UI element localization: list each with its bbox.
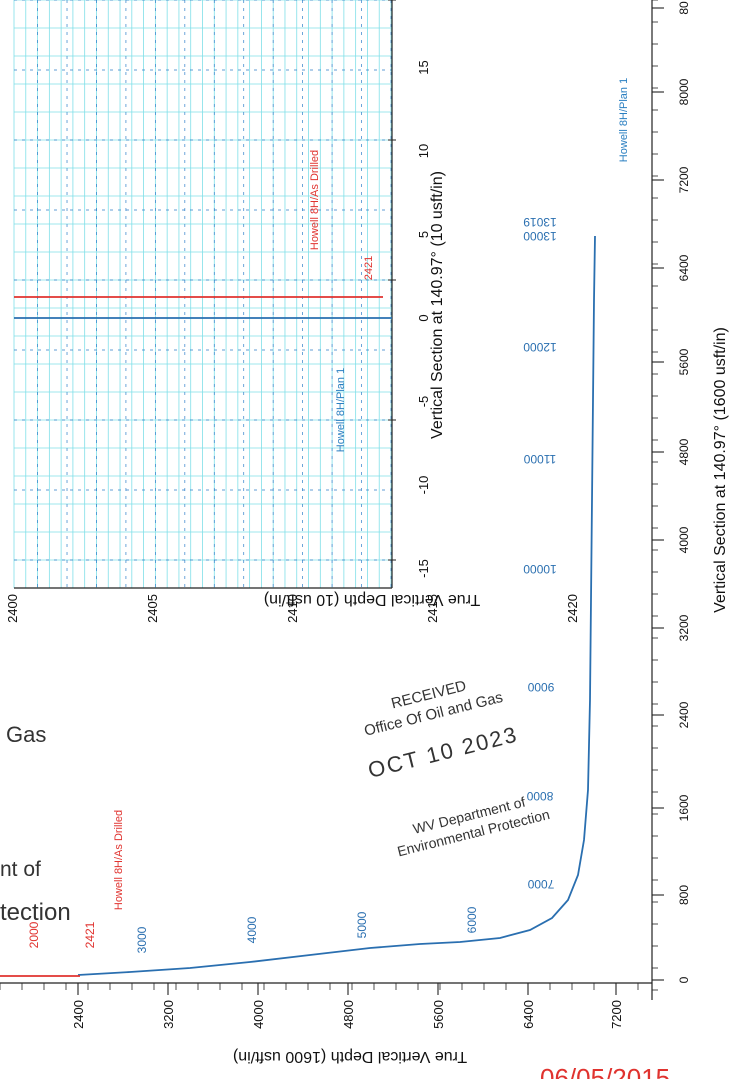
footer-date: 06/05/2015 [540, 1063, 670, 1079]
received-stamp: RECEIVED Office Of Oil and Gas OCT 10 20… [363, 677, 552, 859]
main-chart: 0800160024003200400048005600640072008000… [0, 0, 729, 1065]
inset-series [14, 296, 392, 319]
md-label: 13019 [523, 215, 557, 229]
fragment-tection: tection [0, 899, 71, 926]
inset-x-axis-label: True Vertical Depth (10 usft/in) [264, 591, 480, 608]
main-x-tick-label: 7200 [677, 166, 691, 193]
md-label: 13000 [523, 229, 557, 243]
md-label: 11000 [523, 452, 556, 466]
main-plan-curve [77, 235, 596, 976]
main-x-tick-label: 2400 [677, 701, 691, 728]
main-tvd-label: 2421 [83, 921, 97, 948]
main-x-tick-label: 800 [677, 885, 691, 905]
md-label: 7000 [527, 877, 554, 891]
main-tvd-label: 4000 [245, 916, 259, 943]
main-x-tick-label: 4800 [677, 438, 691, 465]
main-ticks: 0800160024003200400048005600640072008000… [0, 0, 691, 1029]
main-series: 2000 2421 3000 4000 5000 6000 [0, 235, 596, 977]
inset-y-tick-label: -15 [416, 559, 431, 578]
main-tvd-label: 3000 [135, 926, 149, 953]
inset-y-tick-label: 15 [416, 60, 431, 74]
inset-as-drilled-label: Howell 8H/As Drilled [309, 150, 321, 250]
main-x-axis-label: Vertical Section at 140.97° (1600 usft/i… [712, 327, 729, 613]
main-x-tick-label: 5600 [677, 348, 691, 375]
main-tvd-label: 5000 [355, 911, 369, 938]
main-tvd-label: 6000 [465, 906, 479, 933]
inset-plan-label: Howell 8H/Plan 1 [335, 368, 347, 452]
inset-grid [13, 0, 392, 589]
inset-x-tick-label: 2415 [425, 594, 440, 623]
inset-x-tick-label: 2405 [145, 594, 160, 623]
inset-y-axis-label: Vertical Section at 140.97° (10 usft/in) [429, 171, 446, 439]
fragment-nt-of: nt of [0, 858, 41, 881]
main-y-tick-label: 6400 [521, 1000, 536, 1029]
fragment-gas: Gas [6, 722, 46, 747]
main-y-tick-label: 4000 [251, 1000, 266, 1029]
inset-chart: -15 -10 -5 0 5 10 15 2400 2405 2410 2415 2420 Verti… [5, 0, 580, 623]
main-tvd-label: 2000 [27, 921, 41, 948]
inset-ticks: -15 -10 -5 0 5 10 15 2400 2405 2410 2415 2420 [5, 0, 580, 623]
main-x-tick-label: 4000 [677, 526, 691, 553]
main-as-drilled-label: Howell 8H/As Drilled [113, 810, 125, 910]
inset-y-tick-label: 10 [416, 144, 431, 158]
main-y-tick-label: 2400 [71, 1000, 86, 1029]
inset-x-tick-label: 2410 [285, 594, 300, 623]
inset-y-tick-label: 0 [416, 314, 431, 321]
main-x-tick-label: 1600 [677, 794, 691, 821]
main-plan-label: Howell 8H/Plan 1 [618, 78, 630, 162]
inset-2421-label: 2421 [363, 256, 375, 280]
md-label: 9000 [527, 680, 554, 694]
md-label: 12000 [523, 340, 557, 354]
main-x-tick-label: 3200 [677, 614, 691, 641]
main-x-tick-label: 8000 [677, 78, 691, 105]
main-y-axis-label: True Vertical Depth (1600 usft/in) [233, 1048, 467, 1065]
md-label: 8000 [526, 789, 553, 803]
inset-y-tick-label: 5 [416, 231, 431, 238]
inset-x-tick-label: 2400 [5, 594, 20, 623]
main-y-tick-label: 7200 [609, 1000, 624, 1029]
inset-y-tick-label: -5 [416, 396, 431, 408]
main-x-tick-label: 80 [677, 1, 691, 15]
md-label: 10000 [523, 562, 557, 576]
main-y-tick-label: 5600 [431, 1000, 446, 1029]
inset-x-tick-label: 2420 [565, 594, 580, 623]
main-x-tick-label: 0 [677, 976, 691, 983]
main-y-tick-label: 4800 [341, 1000, 356, 1029]
main-x-tick-label: 6400 [677, 254, 691, 281]
inset-y-tick-label: -10 [416, 476, 431, 495]
main-y-tick-label: 3200 [161, 1000, 176, 1029]
